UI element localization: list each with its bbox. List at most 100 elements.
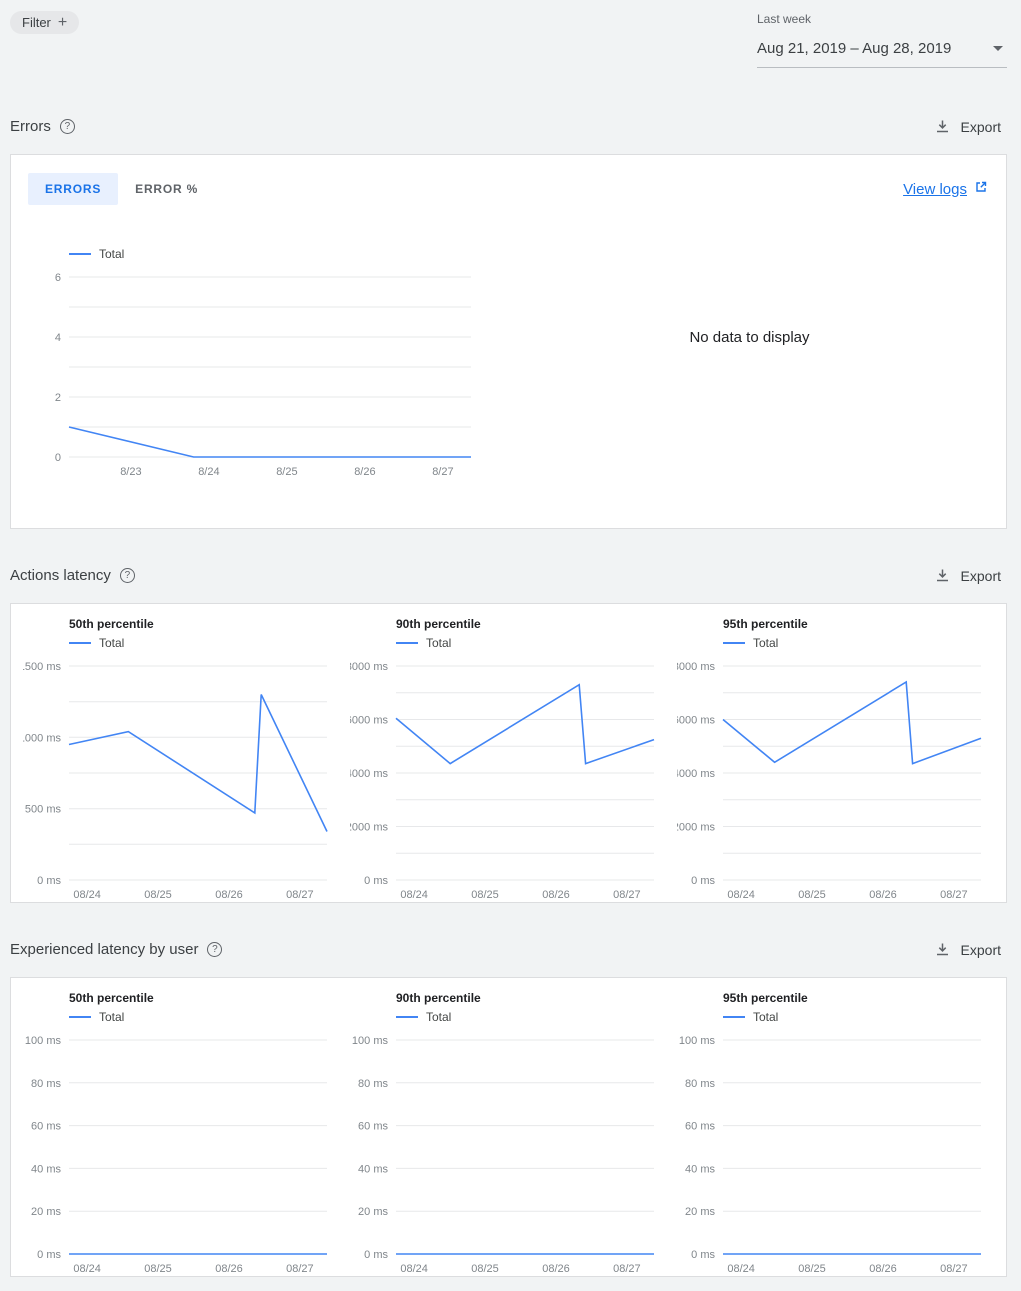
svg-text:2000 ms: 2000 ms bbox=[677, 822, 715, 834]
download-icon bbox=[934, 941, 951, 958]
svg-text:08/27: 08/27 bbox=[613, 1263, 641, 1275]
export-label: Export bbox=[960, 118, 1001, 135]
svg-text:8/25: 8/25 bbox=[276, 466, 297, 478]
svg-text:500 ms: 500 ms bbox=[25, 804, 62, 816]
svg-text:80 ms: 80 ms bbox=[31, 1078, 61, 1090]
export-label: Export bbox=[960, 941, 1001, 958]
chart-title: 50th percentile bbox=[69, 617, 154, 631]
svg-text:08/26: 08/26 bbox=[215, 889, 243, 901]
actions-latency-export-button[interactable]: Export bbox=[928, 563, 1007, 588]
actions-latency-section-header: Actions latency ? Export bbox=[10, 563, 1007, 588]
svg-text:4000 ms: 4000 ms bbox=[677, 768, 715, 780]
svg-text:40 ms: 40 ms bbox=[358, 1163, 388, 1175]
view-logs-link[interactable]: View logs bbox=[903, 180, 988, 198]
experienced-latency-section-title: Experienced latency by user bbox=[10, 941, 199, 958]
actions-latency-p95-panel: 95th percentile Total 0 ms 2000 ms 4000 ms… bbox=[673, 617, 1004, 901]
svg-text:80 ms: 80 ms bbox=[358, 1078, 388, 1090]
tab-error-percent[interactable]: ERROR % bbox=[135, 182, 199, 196]
tab-errors[interactable]: ERRORS bbox=[28, 173, 119, 205]
svg-text:08/24: 08/24 bbox=[73, 889, 101, 901]
chart-legend: Total bbox=[723, 636, 1004, 650]
svg-text:08/24: 08/24 bbox=[727, 889, 755, 901]
chart-legend: Total bbox=[69, 247, 493, 261]
download-icon bbox=[934, 118, 951, 135]
filter-chip[interactable]: Filter + bbox=[10, 11, 80, 34]
errors-export-button[interactable]: Export bbox=[928, 114, 1007, 139]
chart-title: 95th percentile bbox=[723, 617, 808, 631]
svg-text:08/27: 08/27 bbox=[940, 889, 968, 901]
legend-label: Total bbox=[426, 636, 452, 650]
errors-tabs: ERRORS ERROR % bbox=[28, 173, 215, 205]
svg-text:08/24: 08/24 bbox=[400, 889, 428, 901]
errors-card: ERRORS ERROR % View logs Total 0 2 4 6 8/23 8… bbox=[10, 154, 1007, 529]
svg-text:8/27: 8/27 bbox=[432, 466, 453, 478]
experienced-latency-export-button[interactable]: Export bbox=[928, 937, 1007, 962]
svg-text:08/25: 08/25 bbox=[471, 1263, 499, 1275]
help-icon[interactable]: ? bbox=[59, 119, 75, 134]
svg-text:2: 2 bbox=[55, 392, 61, 404]
plus-icon: + bbox=[57, 13, 68, 31]
svg-text:40 ms: 40 ms bbox=[31, 1163, 61, 1175]
svg-text:08/26: 08/26 bbox=[869, 1263, 897, 1275]
svg-text:0 ms: 0 ms bbox=[37, 875, 61, 887]
export-label: Export bbox=[960, 567, 1001, 584]
user-latency-p50-panel: 50th percentile Total 0 ms 20 ms 40 ms 60 m… bbox=[23, 991, 350, 1275]
svg-text:08/25: 08/25 bbox=[144, 889, 172, 901]
svg-text:100 ms: 100 ms bbox=[679, 1035, 716, 1047]
view-logs-label: View logs bbox=[903, 180, 967, 198]
chart-legend: Total bbox=[69, 636, 350, 650]
errors-section-header: Errors ? Export bbox=[10, 114, 1007, 139]
svg-text:08/24: 08/24 bbox=[727, 1263, 755, 1275]
svg-text:4: 4 bbox=[55, 332, 61, 344]
no-data-message: No data to display bbox=[689, 328, 810, 346]
svg-text:08/27: 08/27 bbox=[613, 889, 641, 901]
user-latency-p90-panel: 90th percentile Total 0 ms 20 ms 40 ms 60 m… bbox=[350, 991, 677, 1275]
actions-latency-p90-panel: 90th percentile Total 0 ms 2000 ms 4000 ms… bbox=[346, 617, 677, 901]
errors-chart: 0 2 4 6 8/23 8/24 8/25 8/26 8/27 bbox=[23, 271, 479, 487]
svg-text:08/25: 08/25 bbox=[798, 889, 826, 901]
svg-text:20 ms: 20 ms bbox=[685, 1206, 715, 1218]
legend-label: Total bbox=[426, 1010, 452, 1024]
topbar: Filter + Last week Aug 21, 2019 – Aug 28… bbox=[10, 0, 1007, 70]
svg-text:08/24: 08/24 bbox=[400, 1263, 428, 1275]
legend-line-icon bbox=[723, 642, 745, 644]
chart-legend: Total bbox=[396, 1010, 677, 1024]
svg-text:20 ms: 20 ms bbox=[358, 1206, 388, 1218]
chart-legend: Total bbox=[723, 1010, 1004, 1024]
svg-text:0 ms: 0 ms bbox=[691, 1249, 715, 1261]
svg-text:0 ms: 0 ms bbox=[364, 1249, 388, 1261]
svg-text:08/25: 08/25 bbox=[798, 1263, 826, 1275]
actions-latency-p90-chart: 0 ms 2000 ms 4000 ms 6000 ms 8000 ms 08/24 08/… bbox=[346, 660, 662, 910]
user-latency-p90-chart: 0 ms 20 ms 40 ms 60 ms 80 ms 100 ms 08/24 08/25… bbox=[350, 1034, 662, 1284]
svg-text:08/26: 08/26 bbox=[215, 1263, 243, 1275]
errors-section-title: Errors bbox=[10, 118, 51, 135]
legend-line-icon bbox=[396, 1016, 418, 1018]
svg-text:0 ms: 0 ms bbox=[691, 875, 715, 887]
experienced-latency-section-header: Experienced latency by user ? Export bbox=[10, 937, 1007, 962]
legend-line-icon bbox=[69, 253, 91, 255]
legend-line-icon bbox=[723, 1016, 745, 1018]
actions-latency-section-title: Actions latency bbox=[10, 567, 111, 584]
date-range-picker[interactable]: Last week Aug 21, 2019 – Aug 28, 2019 bbox=[757, 11, 1007, 68]
svg-text:08/26: 08/26 bbox=[542, 889, 570, 901]
experienced-latency-card: 50th percentile Total 0 ms 20 ms 40 ms 60 m… bbox=[10, 977, 1007, 1277]
svg-text:0 ms: 0 ms bbox=[37, 1249, 61, 1261]
help-icon[interactable]: ? bbox=[207, 942, 223, 957]
svg-text:6000 ms: 6000 ms bbox=[677, 715, 715, 727]
help-icon[interactable]: ? bbox=[119, 568, 135, 583]
chart-legend: Total bbox=[69, 1010, 350, 1024]
user-latency-p95-panel: 95th percentile Total 0 ms 20 ms 40 ms 60 m… bbox=[677, 991, 1004, 1275]
actions-latency-p50-chart: 0 ms 500 ms 1000 ms 1500 ms 08/24 08/25 08/26 0… bbox=[19, 660, 335, 910]
svg-text:8/26: 8/26 bbox=[354, 466, 375, 478]
legend-line-icon bbox=[396, 642, 418, 644]
legend-label: Total bbox=[753, 636, 779, 650]
chart-title: 90th percentile bbox=[396, 991, 481, 1005]
legend-label: Total bbox=[753, 1010, 779, 1024]
chart-title: 90th percentile bbox=[396, 617, 481, 631]
actions-latency-p95-chart: 0 ms 2000 ms 4000 ms 6000 ms 8000 ms 08/24 08/… bbox=[673, 660, 989, 910]
date-range-value: Aug 21, 2019 – Aug 28, 2019 bbox=[757, 40, 952, 57]
svg-text:1500 ms: 1500 ms bbox=[23, 661, 61, 673]
svg-text:60 ms: 60 ms bbox=[685, 1121, 715, 1133]
legend-line-icon bbox=[69, 1016, 91, 1018]
